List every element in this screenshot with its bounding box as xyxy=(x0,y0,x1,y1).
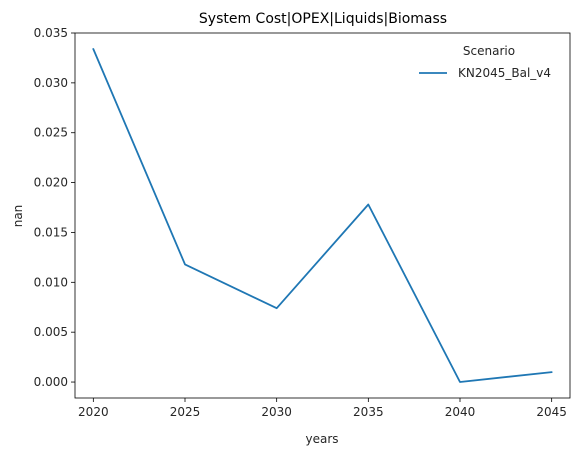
x-tick-label: 2045 xyxy=(536,405,567,419)
plot-area: 2020 2025 2030 2035 2040 2045 0.000 0.005 0.010 0… xyxy=(34,26,567,419)
x-tick-label: 2030 xyxy=(261,405,292,419)
legend-title: Scenario xyxy=(463,44,515,58)
y-tick-label: 0.015 xyxy=(34,225,68,239)
y-tick-label: 0.020 xyxy=(34,176,68,190)
y-tick-label: 0.035 xyxy=(34,26,68,40)
x-tick-label: 2040 xyxy=(445,405,476,419)
y-axis-label: nan xyxy=(11,205,25,228)
x-axis-label: years xyxy=(305,432,338,446)
y-tick-label: 0.010 xyxy=(34,275,68,289)
series-line-KN2045_Bal_v4 xyxy=(92,48,553,383)
chart-title: System Cost|OPEX|Liquids|Biomass xyxy=(199,11,447,27)
plot-frame xyxy=(74,32,571,399)
x-tick-label: 2025 xyxy=(170,405,201,419)
y-tick-label: 0.030 xyxy=(34,76,68,90)
legend: Scenario KN2045_Bal_v4 xyxy=(419,44,551,80)
y-tick-label: 0.025 xyxy=(34,126,68,140)
x-tick-label: 2035 xyxy=(353,405,384,419)
y-tick-label: 0.005 xyxy=(34,325,68,339)
x-tick-label: 2020 xyxy=(78,405,109,419)
legend-entry-label: KN2045_Bal_v4 xyxy=(458,66,551,80)
y-tick-label: 0.000 xyxy=(34,375,68,389)
